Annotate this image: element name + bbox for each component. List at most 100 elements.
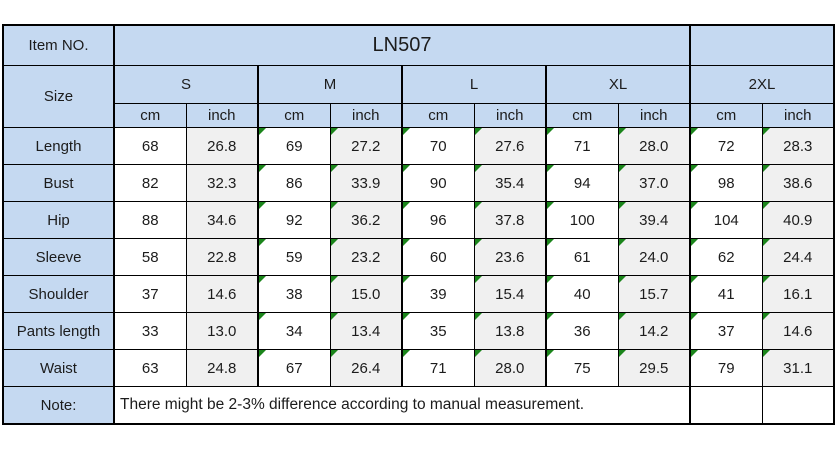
cell-length-xl-cm: 71: [545, 127, 619, 165]
size-header-l-text: L: [469, 76, 479, 93]
cell-length-xl-inch: 28.0: [617, 127, 691, 165]
number-as-text-flag-triangle-icon: [475, 165, 482, 172]
number-as-text-flag-triangle-icon: [763, 165, 770, 172]
row-label-shoulder-text: Shoulder: [28, 285, 89, 303]
cell-hip-s-cm-text: 88: [141, 211, 159, 229]
number-as-text-flag-triangle-icon: [548, 313, 554, 320]
cell-shoulder-l-inch-text: 15.4: [495, 285, 525, 303]
unit-header-xl-cm-text: cm: [572, 107, 593, 124]
cell-pants-length-2xl-inch-text: 14.6: [783, 322, 813, 340]
cell-sleeve-s-inch-text: 22.8: [207, 248, 237, 266]
unit-header-l-cm-text: cm: [428, 107, 449, 124]
cell-hip-2xl-cm: 104: [689, 201, 763, 239]
cell-bust-l-cm-text: 90: [429, 174, 447, 192]
number-as-text-flag-triangle-icon: [404, 128, 410, 135]
cell-waist-l-inch: 28.0: [473, 349, 547, 387]
cell-waist-2xl-cm: 79: [689, 349, 763, 387]
cell-length-m-inch-text: 27.2: [351, 137, 381, 155]
unit-header-l-inch-text: inch: [495, 107, 524, 124]
item-no-value-cell: LN507: [113, 24, 691, 66]
number-as-text-flag-triangle-icon: [475, 239, 482, 246]
cell-bust-l-cm: 90: [401, 164, 475, 202]
size-label-cell: Size: [2, 65, 115, 128]
cell-waist-l-cm-text: 71: [429, 359, 447, 377]
size-header-l: L: [401, 65, 547, 104]
cell-shoulder-l-inch: 15.4: [473, 275, 547, 313]
row-label-shoulder: Shoulder: [2, 275, 115, 313]
note-empty-cell-inch: [761, 386, 835, 425]
number-as-text-flag-triangle-icon: [260, 276, 266, 283]
number-as-text-flag-triangle-icon: [619, 165, 626, 172]
number-as-text-flag-triangle-icon: [548, 128, 554, 135]
cell-hip-2xl-inch: 40.9: [761, 201, 835, 239]
cell-sleeve-s-cm: 58: [113, 238, 187, 276]
size-header-2xl-text: 2XL: [748, 76, 776, 93]
number-as-text-flag-triangle-icon: [548, 165, 554, 172]
cell-pants-length-l-inch-text: 13.8: [495, 322, 525, 340]
cell-waist-s-inch-text: 24.8: [207, 359, 237, 377]
cell-sleeve-s-inch: 22.8: [185, 238, 259, 276]
cell-pants-length-2xl-inch: 14.6: [761, 312, 835, 350]
cell-sleeve-l-inch: 23.6: [473, 238, 547, 276]
row-label-sleeve: Sleeve: [2, 238, 115, 276]
cell-sleeve-m-inch: 23.2: [329, 238, 403, 276]
row-label-bust-text: Bust: [43, 174, 74, 192]
cell-length-s-inch: 26.8: [185, 127, 259, 165]
number-as-text-flag-triangle-icon: [619, 128, 626, 135]
cell-hip-m-cm: 92: [257, 201, 331, 239]
cell-waist-s-cm-text: 63: [141, 359, 159, 377]
number-as-text-flag-triangle-icon: [331, 313, 338, 320]
item-no-label-cell-text: Item NO.: [28, 37, 89, 54]
note-label-cell: Note:: [2, 386, 115, 425]
cell-hip-m-cm-text: 92: [285, 211, 303, 229]
cell-sleeve-xl-cm: 61: [545, 238, 619, 276]
number-as-text-flag-triangle-icon: [260, 350, 266, 357]
number-as-text-flag-triangle-icon: [619, 350, 626, 357]
unit-header-l-inch: inch: [473, 103, 547, 128]
cell-length-m-cm-text: 69: [285, 137, 303, 155]
cell-bust-m-cm: 86: [257, 164, 331, 202]
cell-pants-length-2xl-cm-text: 37: [717, 322, 735, 340]
cell-hip-m-inch: 36.2: [329, 201, 403, 239]
cell-waist-xl-inch-text: 29.5: [639, 359, 669, 377]
cell-sleeve-l-cm: 60: [401, 238, 475, 276]
number-as-text-flag-triangle-icon: [763, 239, 770, 246]
row-label-pants-length: Pants length: [2, 312, 115, 350]
note-text-cell: There might be 2-3% difference according…: [113, 386, 691, 425]
number-as-text-flag-triangle-icon: [404, 350, 410, 357]
number-as-text-flag-triangle-icon: [692, 350, 698, 357]
size-header-m-text: M: [323, 76, 337, 93]
row-label-length-text: Length: [35, 137, 82, 155]
cell-shoulder-2xl-inch: 16.1: [761, 275, 835, 313]
cell-shoulder-xl-inch-text: 15.7: [639, 285, 669, 303]
cell-hip-s-inch: 34.6: [185, 201, 259, 239]
row-label-waist-text: Waist: [40, 359, 77, 377]
cell-waist-2xl-inch: 31.1: [761, 349, 835, 387]
unit-header-l-cm: cm: [401, 103, 475, 128]
size-header-s: S: [113, 65, 259, 104]
number-as-text-flag-triangle-icon: [475, 313, 482, 320]
cell-sleeve-l-cm-text: 60: [429, 248, 447, 266]
row-label-waist: Waist: [2, 349, 115, 387]
cell-waist-s-inch: 24.8: [185, 349, 259, 387]
cell-waist-2xl-cm-text: 79: [717, 359, 735, 377]
number-as-text-flag-triangle-icon: [331, 350, 338, 357]
row-label-hip-text: Hip: [47, 211, 70, 229]
cell-sleeve-m-cm: 59: [257, 238, 331, 276]
cell-hip-l-cm-text: 96: [429, 211, 447, 229]
number-as-text-flag-triangle-icon: [763, 128, 770, 135]
number-as-text-flag-triangle-icon: [475, 276, 482, 283]
cell-hip-l-inch: 37.8: [473, 201, 547, 239]
cell-waist-m-cm: 67: [257, 349, 331, 387]
cell-bust-2xl-inch-text: 38.6: [783, 174, 813, 192]
cell-shoulder-xl-inch: 15.7: [617, 275, 691, 313]
number-as-text-flag-triangle-icon: [331, 276, 338, 283]
number-as-text-flag-triangle-icon: [619, 313, 626, 320]
cell-shoulder-s-cm: 37: [113, 275, 187, 313]
cell-bust-xl-inch-text: 37.0: [639, 174, 669, 192]
cell-hip-2xl-inch-text: 40.9: [783, 211, 813, 229]
row-label-length: Length: [2, 127, 115, 165]
row-label-pants-length-text: Pants length: [16, 322, 101, 340]
number-as-text-flag-triangle-icon: [260, 313, 266, 320]
